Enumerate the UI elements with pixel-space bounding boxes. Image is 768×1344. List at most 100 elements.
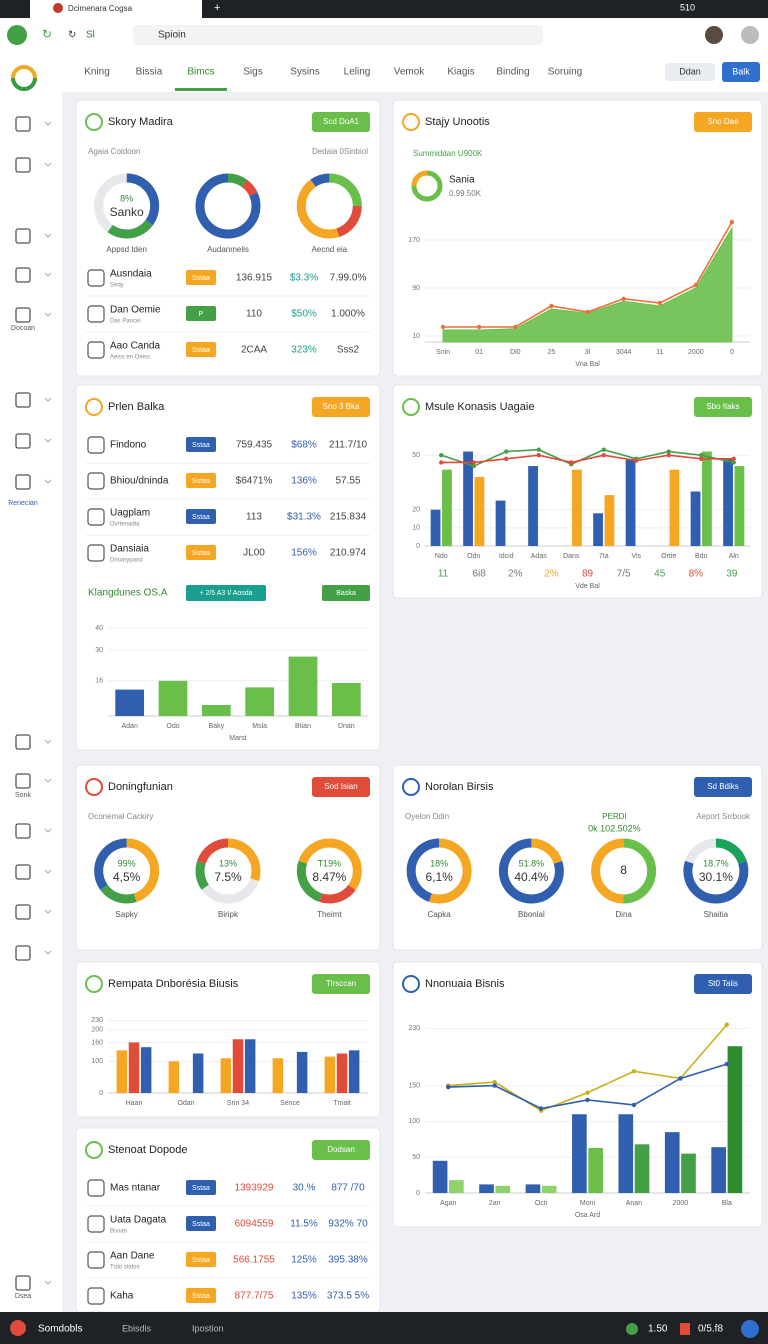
sidebar-icon[interactable] [15, 157, 31, 173]
assistant[interactable] [741, 1320, 759, 1338]
panel-button-label: Sbo Itaks [706, 402, 739, 411]
row-icon [87, 1215, 105, 1233]
sidebar-icon[interactable] [15, 864, 31, 880]
sidebar-icon[interactable] [15, 773, 31, 789]
nav-button[interactable] [722, 62, 760, 82]
sidebar-icon[interactable] [15, 116, 31, 132]
subtitle: Agaia Coldoon [88, 147, 140, 156]
row-cell: 1.000% [331, 309, 365, 320]
nav-tab[interactable]: Sysins [290, 67, 319, 78]
point [585, 1090, 590, 1095]
row-icon [87, 1287, 105, 1305]
nav-tab[interactable]: Soruing [548, 67, 582, 78]
address-bar[interactable] [133, 25, 543, 45]
panel-button[interactable] [694, 777, 752, 797]
x-tick-label: Aln [729, 553, 739, 560]
bar [288, 656, 318, 716]
nav-tab[interactable]: Sigs [243, 67, 262, 78]
point [585, 309, 590, 315]
nav-active [175, 88, 227, 91]
nav-tab[interactable]: Binding [496, 67, 529, 78]
app-icon[interactable] [10, 1320, 26, 1336]
panel-icon [85, 1141, 103, 1159]
bar [220, 1058, 232, 1093]
point [513, 324, 518, 330]
avatar[interactable] [741, 26, 759, 44]
taskbar-item[interactable]: Ipostion [192, 1323, 224, 1333]
panel-icon [85, 975, 103, 993]
panel-button[interactable] [312, 397, 370, 417]
x-tick-label: 3l [585, 349, 591, 356]
panel-button[interactable] [694, 112, 752, 132]
nav-tab[interactable]: Leling [344, 67, 371, 78]
x-tick-label: Ortie [661, 553, 676, 560]
sidebar-icon[interactable] [15, 734, 31, 750]
sidebar-icon[interactable] [15, 474, 31, 490]
line [441, 454, 734, 464]
home[interactable]: ↻ [68, 30, 76, 41]
panel-button[interactable] [312, 777, 370, 797]
badge-label: Sstaa [192, 1221, 210, 1228]
y-tick-label: 20 [412, 507, 420, 514]
row-cell: 215.834 [330, 512, 367, 523]
card [75, 764, 381, 951]
nav-tab[interactable]: Bissia [136, 67, 163, 78]
nav-tab[interactable]: Kning [84, 67, 110, 78]
footer-value: 89 [582, 569, 594, 580]
sidebar-icon[interactable] [15, 307, 31, 323]
panel-button[interactable] [694, 397, 752, 417]
tab[interactable] [30, 0, 202, 18]
row-name: Aan Dane [110, 1251, 155, 1262]
sidebar-icon[interactable] [15, 228, 31, 244]
panel-button[interactable] [312, 112, 370, 132]
nav-tab[interactable]: Kiagis [447, 67, 474, 78]
sidebar-icon[interactable] [15, 267, 31, 283]
badge [186, 509, 216, 524]
reload[interactable]: ↻ [42, 27, 52, 41]
select[interactable] [665, 63, 715, 81]
bar [192, 1053, 204, 1093]
nav-tab[interactable]: Vemok [394, 67, 426, 78]
sidebar-label: Dsea [15, 1293, 31, 1300]
x-axis-label: Marst [229, 735, 247, 742]
row-name: Findono [110, 440, 147, 451]
donut-center: 40.4% [514, 870, 548, 884]
new-tab[interactable]: + [214, 2, 220, 14]
donut-segment [94, 173, 160, 239]
panel-button[interactable] [312, 1140, 370, 1160]
chevron [44, 272, 52, 277]
donut-label: Audanmelis [207, 245, 249, 254]
footer-value: 11 [438, 569, 449, 580]
back-button[interactable] [7, 25, 27, 45]
sidebar-icon[interactable] [15, 392, 31, 408]
sidebar [0, 52, 62, 1312]
panel-button[interactable] [312, 974, 370, 994]
row-cell: 136% [291, 476, 317, 487]
sidebar-icon[interactable] [15, 823, 31, 839]
x-tick-label: 7ta [599, 553, 609, 560]
chart-button[interactable] [322, 585, 370, 601]
sidebar-label: Renecian [8, 500, 38, 507]
badge-label: Sstaa [192, 514, 210, 521]
point [699, 452, 704, 458]
y-tick-label: 50 [412, 1154, 420, 1161]
sidebar-icon[interactable] [15, 945, 31, 961]
bar [727, 1046, 743, 1193]
row-cell: $6471% [236, 476, 273, 487]
panel-button[interactable] [694, 974, 752, 994]
bar [449, 1180, 464, 1193]
x-tick-label: Dl0 [510, 349, 521, 356]
donut-segment [94, 838, 160, 904]
chevron [44, 233, 52, 238]
donut-segment [195, 838, 261, 904]
taskbar-item[interactable]: Ebisdis [122, 1323, 152, 1333]
y-tick-label: 0 [416, 1190, 420, 1197]
avatar[interactable] [705, 26, 723, 44]
donut-center: 7.5% [214, 870, 242, 884]
sidebar-icon[interactable] [15, 1275, 31, 1291]
point [621, 296, 626, 301]
status-icon [626, 1323, 638, 1335]
sidebar-icon[interactable] [15, 433, 31, 449]
nav-tab[interactable]: Bimcs [187, 67, 214, 78]
sidebar-icon[interactable] [15, 904, 31, 920]
